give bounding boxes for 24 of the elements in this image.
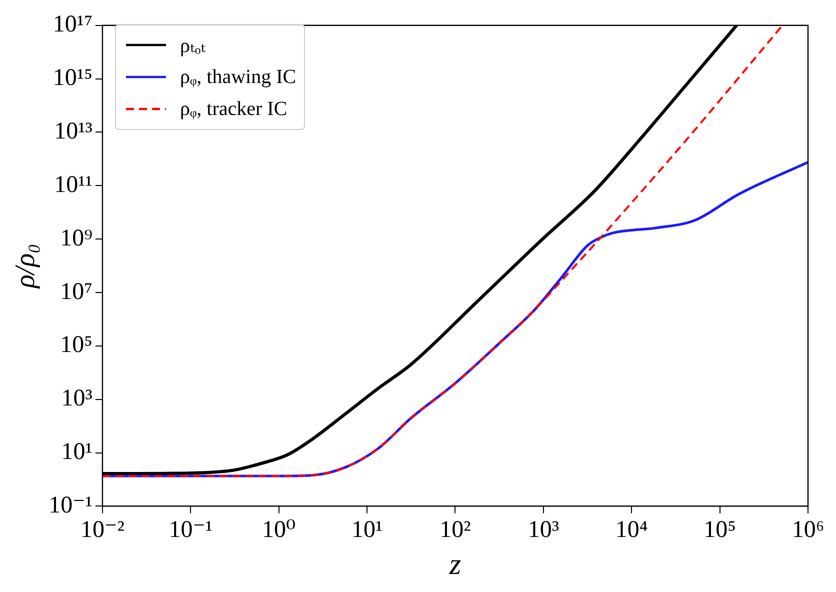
x-tick-label: 10⁻² [80, 516, 124, 543]
x-axis-title: z [448, 548, 462, 581]
x-tick-label: 10⁶ [792, 516, 824, 543]
x-tick-label: 10⁴ [615, 516, 648, 543]
y-tick-label: 10¹⁵ [52, 65, 92, 92]
y-tick-label: 10¹¹ [54, 172, 92, 198]
x-tick-label: 10¹ [351, 516, 383, 543]
legend-label: ρᵩ, tracker IC [180, 98, 288, 120]
x-tick-label: 10⁻¹ [168, 516, 213, 543]
y-tick-label: 10¹³ [54, 118, 92, 145]
y-tick-label: 10⁹ [60, 225, 92, 252]
legend-label: ρₜₒₜ [180, 34, 206, 58]
x-tick-label: 10³ [528, 516, 560, 543]
y-tick-label: 10¹⁷ [52, 12, 92, 38]
x-tick-label: 10⁵ [704, 516, 736, 543]
y-tick-label: 10⁻¹ [48, 492, 92, 518]
y-tick-label: 10³ [61, 386, 92, 412]
y-tick-label: 10⁷ [60, 278, 92, 305]
x-tick-label: 10² [440, 516, 471, 543]
y-tick-label: 10⁵ [60, 332, 92, 358]
legend-label: ρᵩ, thawing IC [180, 66, 296, 88]
y-tick-label: 10¹ [61, 439, 92, 466]
y-axis-title: ρ/ρ₀ [10, 244, 42, 290]
x-tick-label: 10⁰ [262, 516, 296, 543]
